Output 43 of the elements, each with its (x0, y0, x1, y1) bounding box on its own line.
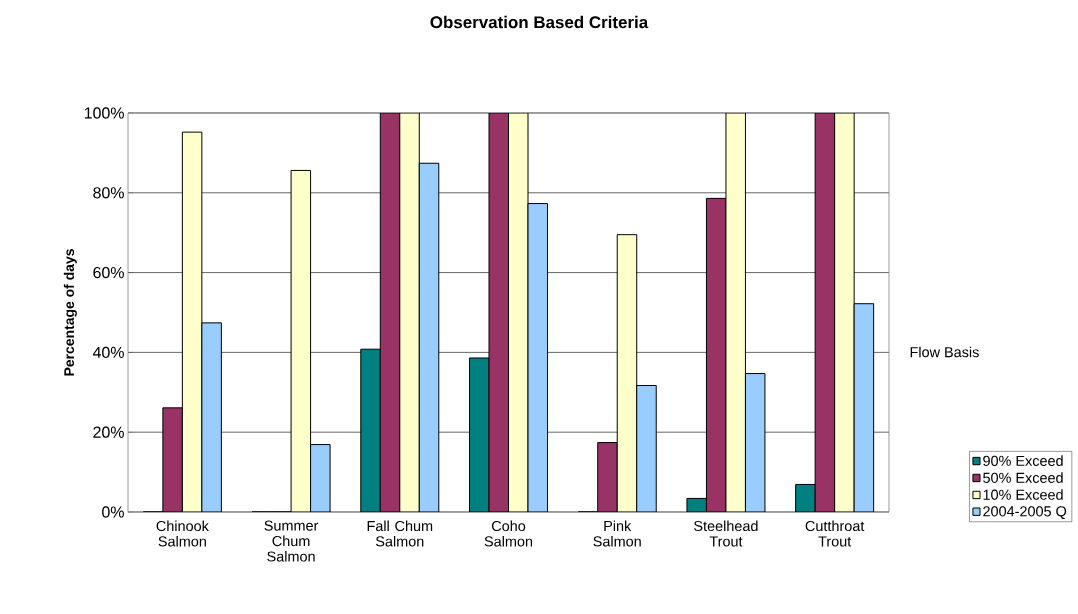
y-tick-label: 100% (84, 107, 124, 119)
y-tick-label: 80% (93, 187, 124, 199)
bar (291, 170, 311, 512)
bar (706, 198, 726, 512)
x-tick-label: Chinook Salmon (156, 520, 209, 547)
bar (162, 407, 183, 512)
bar (725, 112, 746, 512)
bar (636, 385, 657, 512)
bar (597, 442, 618, 512)
bar (360, 349, 381, 512)
y-tick-label: 40% (92, 346, 124, 359)
bar (310, 444, 331, 512)
legend-label: 90% Exceed (983, 455, 1063, 466)
chart-title: Observation Based Criteria (430, 15, 649, 29)
legend-title: Flow Basis (910, 346, 979, 358)
x-tick-label: Pink Salmon (593, 520, 641, 547)
bar (745, 373, 765, 512)
bar (834, 112, 855, 512)
y-tick-label: 0% (102, 506, 124, 518)
x-tick-label: Fall Chum Salmon (367, 520, 433, 547)
bar (795, 483, 816, 512)
bar (528, 203, 548, 512)
bar (617, 234, 637, 512)
x-tick-label: Steelhead Trout (694, 520, 758, 547)
bar (489, 112, 509, 512)
bar (419, 163, 439, 512)
bar (182, 132, 202, 512)
bar (380, 112, 400, 512)
y-tick-label: 60% (93, 266, 124, 279)
legend-label: 10% Exceed (983, 489, 1063, 500)
x-tick-label: Cutthroat Trout (805, 520, 865, 547)
bar (201, 322, 222, 512)
x-tick-label: Summer Chum Salmon (264, 520, 319, 562)
x-tick-label: Coho Salmon (484, 520, 533, 547)
legend-label: 50% Exceed (983, 472, 1063, 483)
y-tick-label: 20% (93, 426, 124, 438)
y-axis-title: Percentage of days (63, 249, 77, 376)
bar (469, 357, 490, 512)
bar (853, 303, 875, 512)
bar (399, 112, 420, 512)
bar (508, 112, 529, 512)
bar (814, 112, 836, 512)
legend-label: 2004-2005 Q (983, 506, 1067, 520)
